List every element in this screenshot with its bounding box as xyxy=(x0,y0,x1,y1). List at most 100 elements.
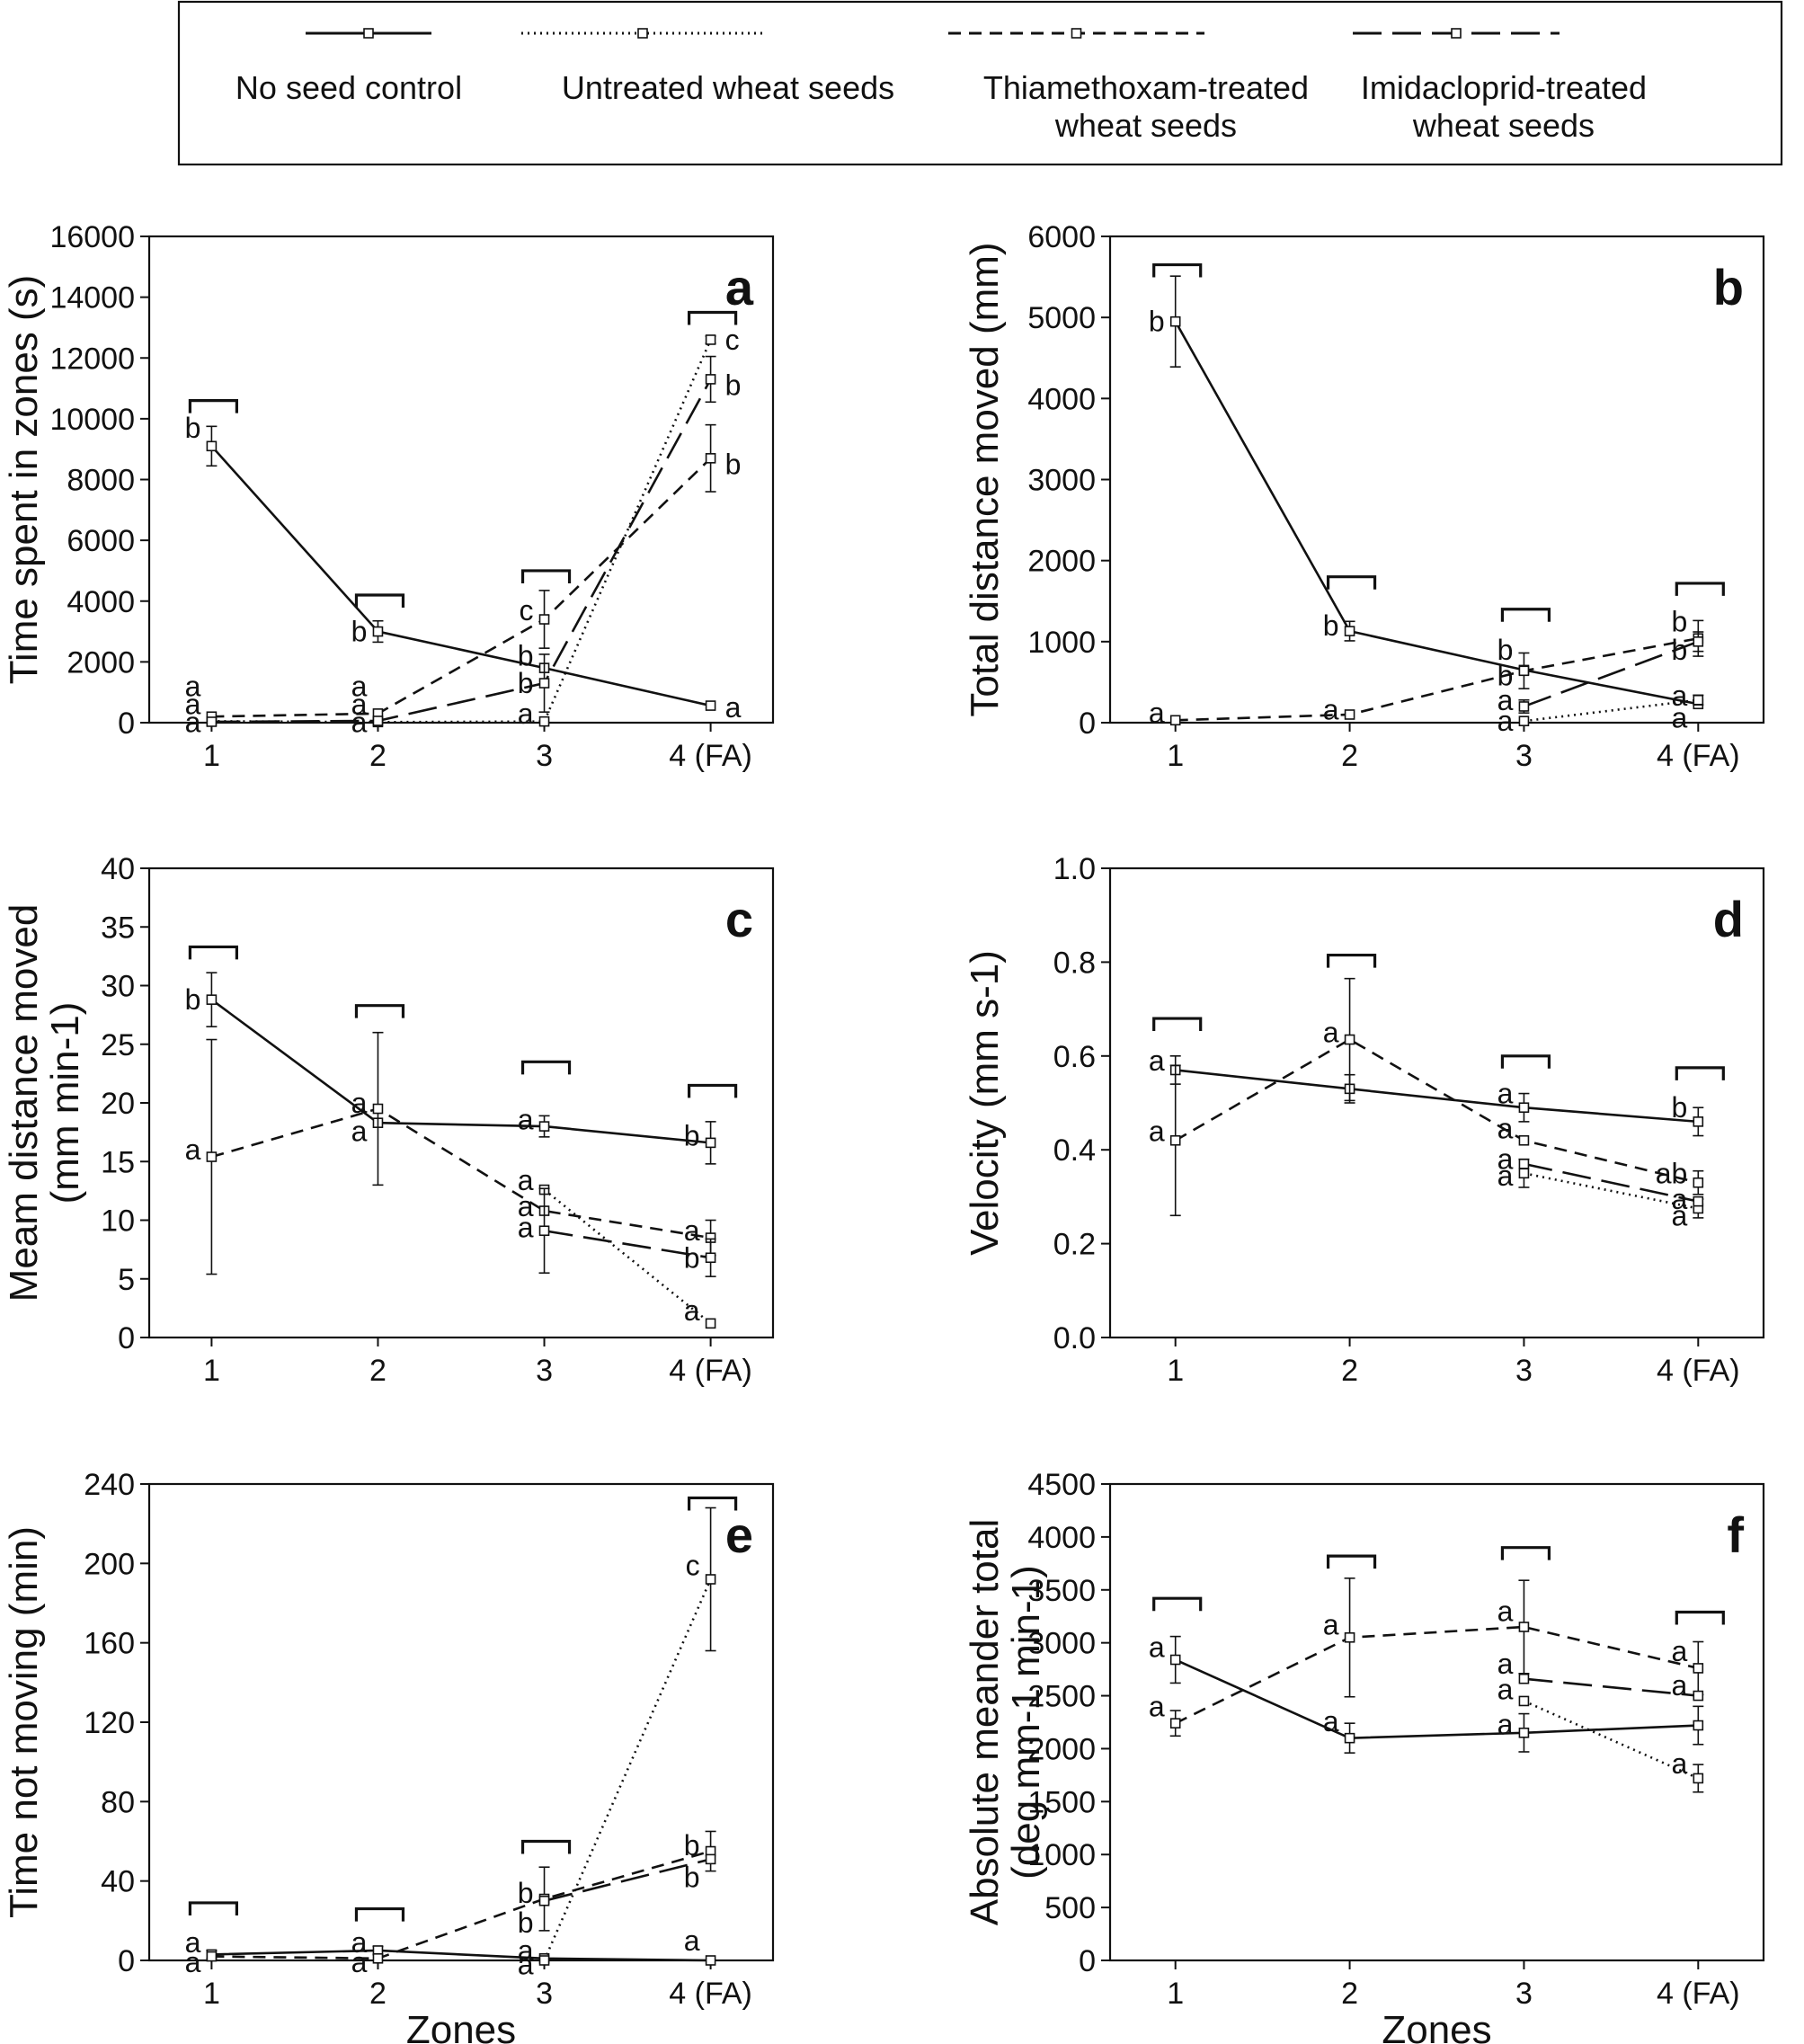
data-point xyxy=(1518,1727,1530,1738)
significance-bracket xyxy=(1326,1554,1377,1569)
data-point xyxy=(1693,1720,1704,1731)
data-point xyxy=(372,715,384,726)
data-point xyxy=(705,1137,716,1149)
panel-letter: b xyxy=(1713,259,1744,315)
series-line-longdash xyxy=(1524,1162,1699,1203)
y-tick-label: 1000 xyxy=(1027,1838,1096,1872)
significance-bracket xyxy=(520,1839,572,1854)
data-point xyxy=(538,1955,550,1966)
y-tick-label: 6000 xyxy=(67,524,135,558)
significance-letter: a xyxy=(684,1294,700,1327)
data-point xyxy=(538,678,550,689)
significance-letter: a xyxy=(351,706,368,738)
x-tick-label: 2 xyxy=(1341,1354,1358,1388)
panel-letter: c xyxy=(725,891,753,947)
x-tick-label: 4 (FA) xyxy=(1657,739,1740,773)
series-line-dotted xyxy=(1523,1700,1699,1780)
data-point xyxy=(538,1225,550,1237)
y-tick-label: 2000 xyxy=(1027,545,1096,579)
y-tick-label: 1500 xyxy=(1027,1785,1096,1819)
significance-letter: a xyxy=(1323,1705,1339,1737)
data-point xyxy=(1518,1673,1530,1684)
significance-bracket xyxy=(1326,575,1377,590)
y-tick-label: 5 xyxy=(118,1263,135,1297)
significance-letter: a xyxy=(1149,1690,1165,1722)
significance-letter: a xyxy=(1149,1631,1165,1663)
y-tick-label: 200 xyxy=(84,1547,135,1581)
y-tick-label: 15 xyxy=(101,1145,135,1179)
significance-bracket xyxy=(1675,1066,1725,1080)
y-tick-label: 0.2 xyxy=(1053,1228,1096,1262)
series-line-dashed xyxy=(211,1850,711,1960)
significance-letter: a xyxy=(684,1924,700,1957)
legend-label: wheat seeds xyxy=(1054,107,1237,144)
data-point xyxy=(1518,715,1530,726)
data-point xyxy=(705,334,716,345)
data-point xyxy=(1344,709,1355,720)
data-point xyxy=(1693,1195,1704,1207)
series-line-longdash xyxy=(544,1858,711,1903)
significance-letter: a xyxy=(518,1164,534,1196)
significance-letter: a xyxy=(1672,1199,1688,1231)
y-tick-label: 0.0 xyxy=(1053,1321,1096,1355)
x-tick-label: 3 xyxy=(536,1354,553,1388)
series-line-dashed xyxy=(1175,636,1699,722)
panel-letter: e xyxy=(725,1506,753,1563)
data-point xyxy=(1169,1134,1181,1146)
significance-bracket xyxy=(688,1496,738,1511)
data-point xyxy=(1518,1102,1530,1114)
x-tick-label: 1 xyxy=(203,1977,220,2011)
significance-letter: a xyxy=(684,1214,700,1247)
y-tick-label: 10 xyxy=(101,1204,135,1239)
data-point xyxy=(1693,1116,1704,1127)
x-tick-label: 3 xyxy=(536,1977,553,2011)
data-point xyxy=(705,1318,716,1329)
data-point xyxy=(538,614,550,625)
significance-letter: a xyxy=(351,689,368,721)
data-point xyxy=(705,1574,716,1585)
data-point xyxy=(1518,1134,1530,1146)
y-axis-label: Meam distance moved xyxy=(2,904,46,1302)
y-tick-label: 4000 xyxy=(1027,382,1096,416)
significance-bracket xyxy=(1500,1546,1551,1560)
series-line-solid xyxy=(1175,1658,1699,1739)
y-axis-label: Velocity (mm s-1) xyxy=(963,950,1007,1256)
significance-letter: b xyxy=(684,1241,700,1274)
significance-letter: a xyxy=(351,670,368,702)
y-tick-label: 30 xyxy=(101,970,135,1004)
data-point xyxy=(372,1952,384,1964)
x-tick-label: 2 xyxy=(369,739,387,773)
panel-letter: d xyxy=(1713,891,1744,947)
y-tick-label: 1000 xyxy=(1027,626,1096,660)
significance-letter: a xyxy=(518,1934,534,1967)
y-tick-label: 10000 xyxy=(49,403,135,437)
y-tick-label: 0.6 xyxy=(1053,1040,1096,1074)
significance-bracket xyxy=(1152,1596,1203,1612)
series-line-longdash xyxy=(544,1229,711,1259)
data-point xyxy=(1693,1177,1704,1188)
x-tick-label: 2 xyxy=(1341,1977,1358,2011)
legend: No seed control Untreated wheat seeds Thia… xyxy=(177,0,1783,166)
significance-letter: a xyxy=(1497,1143,1514,1176)
significance-letter: a xyxy=(185,689,201,721)
x-tick-label: 4 (FA) xyxy=(669,1354,752,1388)
y-tick-label: 16000 xyxy=(49,220,135,254)
data-point xyxy=(705,1853,716,1865)
legend-label: No seed control xyxy=(235,69,462,106)
significance-letter: a xyxy=(1323,1017,1339,1049)
x-tick-label: 2 xyxy=(369,1977,387,2011)
significance-letter: c xyxy=(686,1550,700,1582)
data-point xyxy=(372,1103,384,1115)
significance-bracket xyxy=(354,1906,405,1922)
data-point xyxy=(206,716,218,727)
y-tick-label: 6000 xyxy=(1027,220,1096,254)
significance-letter: a xyxy=(1672,1747,1688,1780)
data-point xyxy=(206,994,218,1005)
panel-a: 0 2000 4000 6000 8000 10000 12000 14000 16000 1 2 3… xyxy=(2,220,775,773)
x-tick-label: 1 xyxy=(1167,1977,1184,2011)
x-tick-label: 1 xyxy=(1167,739,1184,773)
significance-letter: a xyxy=(185,706,201,738)
series-line-solid xyxy=(211,1949,711,1962)
significance-letter: a xyxy=(518,1103,534,1135)
significance-letter: a xyxy=(725,691,742,724)
